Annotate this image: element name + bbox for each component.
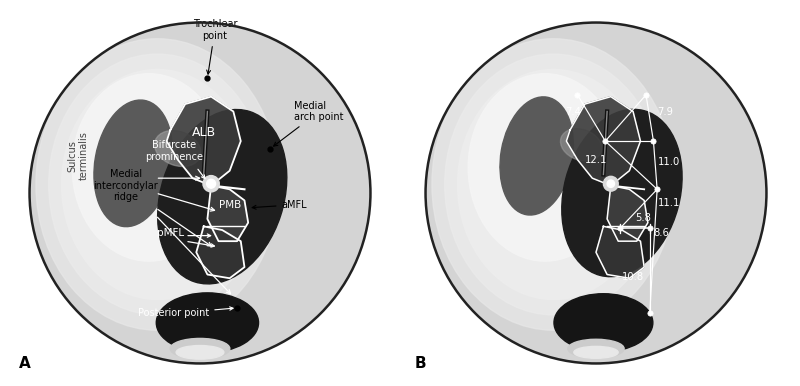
Text: A: A bbox=[18, 356, 30, 371]
Text: 7.4: 7.4 bbox=[566, 107, 581, 117]
Text: pMFL: pMFL bbox=[157, 228, 184, 238]
Ellipse shape bbox=[156, 293, 258, 352]
Text: Bifurcate
prominence: Bifurcate prominence bbox=[145, 140, 203, 161]
Text: Sulcus
terminalis: Sulcus terminalis bbox=[67, 132, 89, 180]
Polygon shape bbox=[207, 186, 248, 241]
Polygon shape bbox=[596, 226, 644, 278]
Text: B: B bbox=[414, 356, 426, 371]
Polygon shape bbox=[566, 96, 641, 186]
Text: 10.8: 10.8 bbox=[622, 272, 644, 282]
Text: 8.6: 8.6 bbox=[654, 228, 670, 238]
Text: PMB: PMB bbox=[218, 200, 241, 210]
Ellipse shape bbox=[561, 129, 602, 161]
Polygon shape bbox=[196, 226, 245, 278]
Circle shape bbox=[206, 179, 215, 188]
Text: Medial
intercondylar
ridge: Medial intercondylar ridge bbox=[94, 169, 158, 202]
Polygon shape bbox=[607, 186, 648, 241]
Ellipse shape bbox=[170, 339, 230, 359]
Ellipse shape bbox=[562, 109, 682, 277]
Ellipse shape bbox=[94, 100, 173, 227]
Ellipse shape bbox=[154, 130, 201, 166]
Circle shape bbox=[30, 22, 370, 364]
Ellipse shape bbox=[554, 294, 653, 352]
Text: Posterior point: Posterior point bbox=[138, 307, 233, 318]
Ellipse shape bbox=[458, 69, 650, 300]
Text: ALB: ALB bbox=[192, 125, 216, 139]
Text: 12.1: 12.1 bbox=[585, 155, 607, 165]
Ellipse shape bbox=[468, 74, 622, 261]
Text: Medial
arch point: Medial arch point bbox=[274, 101, 344, 146]
Ellipse shape bbox=[445, 54, 662, 315]
Ellipse shape bbox=[158, 110, 287, 284]
Text: 5.8: 5.8 bbox=[635, 213, 650, 223]
Text: aMFL: aMFL bbox=[252, 200, 307, 210]
Text: 11.0: 11.0 bbox=[658, 157, 681, 167]
Ellipse shape bbox=[36, 39, 279, 330]
Ellipse shape bbox=[62, 69, 254, 300]
Ellipse shape bbox=[176, 345, 224, 359]
Circle shape bbox=[607, 180, 614, 188]
Text: Trochlear
point: Trochlear point bbox=[193, 19, 237, 74]
Text: 11.1: 11.1 bbox=[658, 198, 681, 208]
Ellipse shape bbox=[568, 339, 624, 358]
Text: 7.9: 7.9 bbox=[657, 107, 673, 117]
Ellipse shape bbox=[49, 54, 266, 315]
Circle shape bbox=[426, 22, 766, 364]
Ellipse shape bbox=[432, 39, 675, 330]
Circle shape bbox=[203, 176, 219, 192]
Ellipse shape bbox=[574, 346, 618, 358]
Ellipse shape bbox=[72, 74, 226, 261]
Polygon shape bbox=[166, 96, 241, 186]
Circle shape bbox=[603, 176, 618, 191]
Ellipse shape bbox=[500, 97, 574, 215]
